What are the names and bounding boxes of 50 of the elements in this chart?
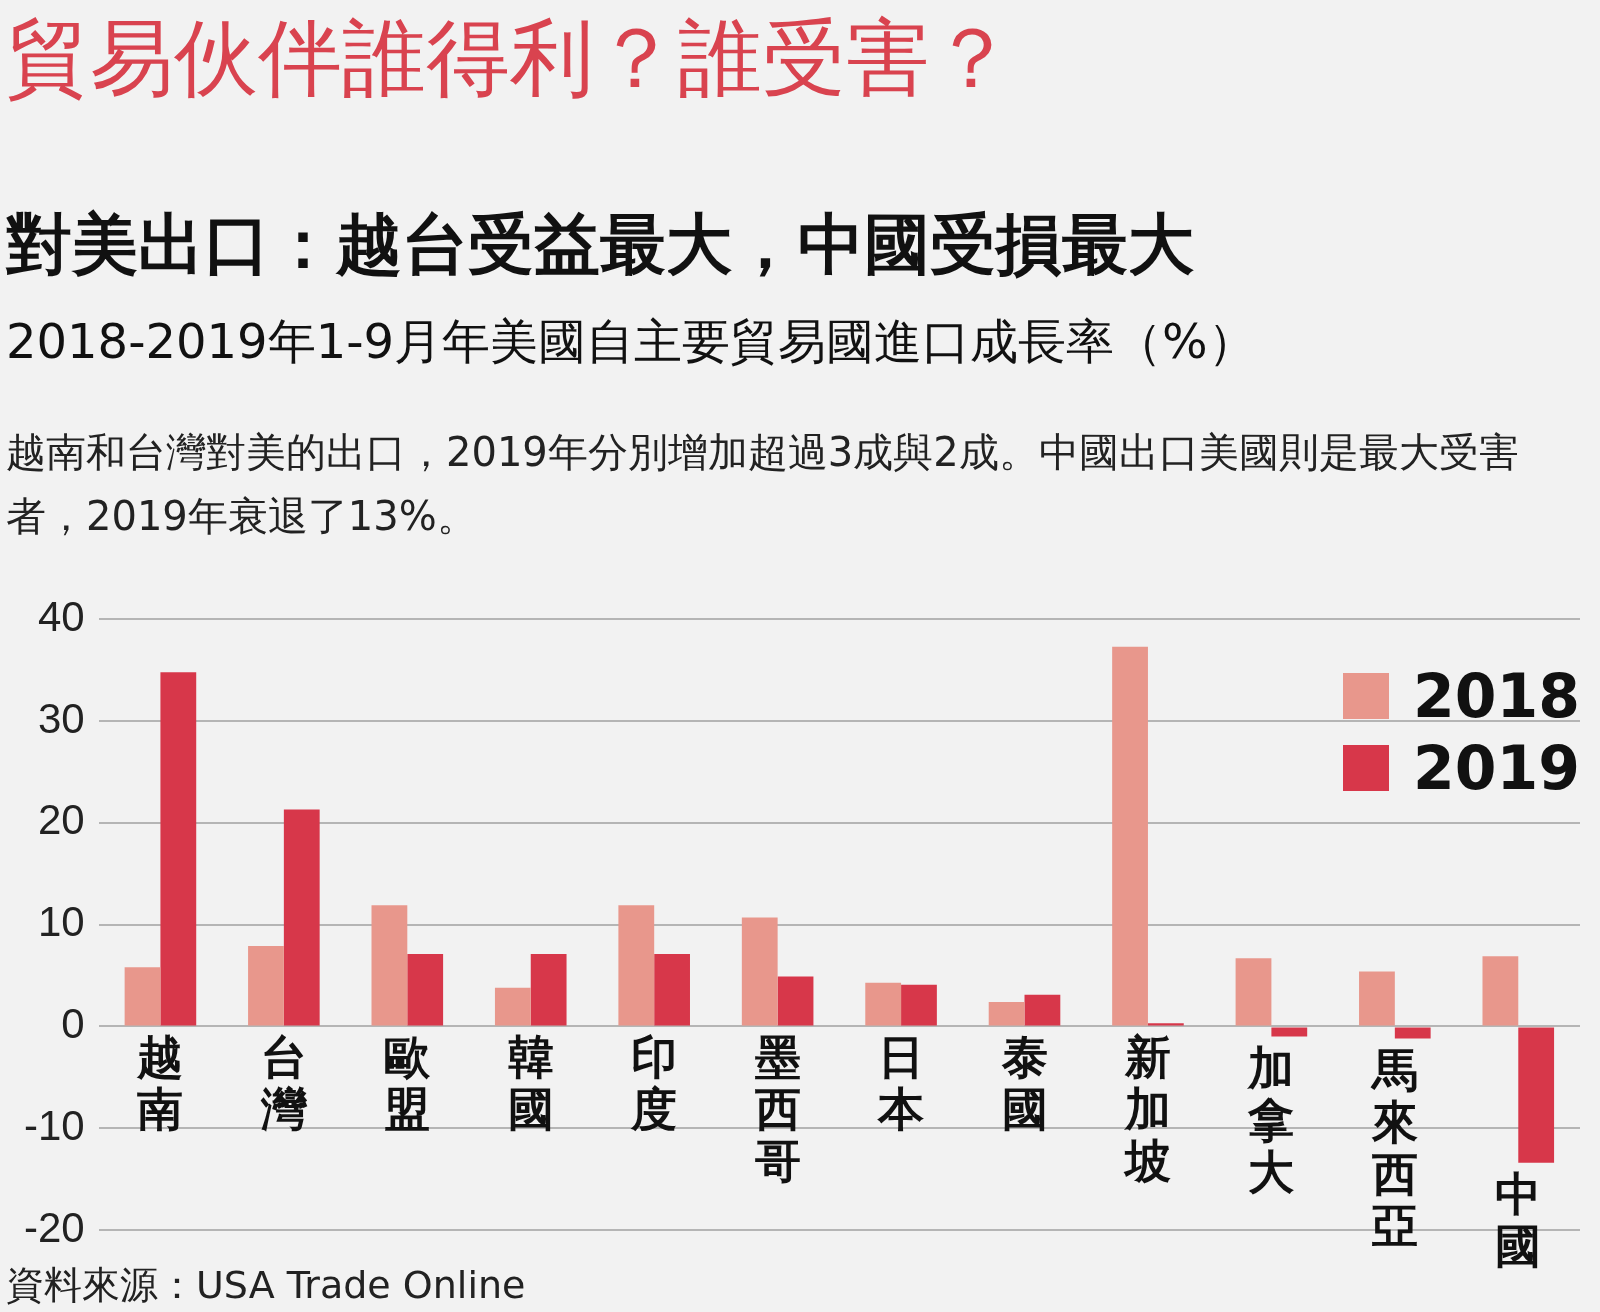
bar bbox=[901, 984, 937, 1026]
bar bbox=[124, 967, 161, 1026]
y-tick-label: -10 bbox=[24, 1101, 85, 1149]
bar bbox=[654, 954, 690, 1026]
bar bbox=[1482, 956, 1519, 1026]
bar bbox=[1394, 1027, 1431, 1039]
y-tick-label: 30 bbox=[37, 694, 85, 742]
x-tick-label: 加拿大 bbox=[1246, 1040, 1295, 1199]
bar bbox=[1518, 1027, 1555, 1163]
bar bbox=[1235, 958, 1272, 1026]
bar bbox=[371, 905, 408, 1026]
y-tick-label: 0 bbox=[61, 999, 85, 1047]
x-tick-label: 台灣 bbox=[259, 1030, 308, 1137]
bar bbox=[988, 1001, 1025, 1026]
x-tick-label: 墨西哥 bbox=[753, 1030, 801, 1189]
y-tick-label: 20 bbox=[37, 796, 85, 844]
legend-label: 2018 bbox=[1413, 661, 1580, 731]
chart-subtitle: 對美出口：越台受益最大，中國受損最大 bbox=[6, 205, 1194, 285]
text: 2018-2019年1-9月年美國自主要貿易國進口成長率（%） bbox=[6, 312, 1256, 371]
x-tick-label: 越南 bbox=[136, 1030, 184, 1137]
x-tick-label: 新加坡 bbox=[1122, 1030, 1171, 1189]
legend-label: 2019 bbox=[1413, 733, 1580, 803]
source-note: 資料來源：USA Trade Online bbox=[6, 1262, 526, 1309]
bar bbox=[1112, 646, 1148, 1026]
y-tick-label: 40 bbox=[37, 592, 85, 640]
x-tick-label: 印度 bbox=[630, 1030, 678, 1137]
bar bbox=[407, 954, 444, 1026]
bar bbox=[777, 976, 814, 1026]
bar bbox=[494, 987, 531, 1026]
x-tick-label: 馬來西亞 bbox=[1369, 1042, 1418, 1253]
x-tick-label: 中國 bbox=[1495, 1166, 1542, 1273]
bar bbox=[283, 809, 320, 1026]
x-tick-label: 日本 bbox=[877, 1030, 925, 1137]
y-tick-label: -20 bbox=[24, 1203, 85, 1251]
bar bbox=[741, 917, 778, 1026]
x-tick-label: 歐盟 bbox=[384, 1030, 432, 1137]
bar bbox=[530, 954, 567, 1026]
bar bbox=[248, 945, 284, 1026]
x-tick-label: 韓國 bbox=[507, 1030, 554, 1137]
chart-title: 貿易伙伴誰得利？誰受害？ bbox=[6, 8, 1014, 109]
bar bbox=[160, 672, 197, 1026]
bar bbox=[618, 905, 655, 1026]
text: 越南和台灣對美的出口，2019年分別增加超過3成與2成。中國出口美國則是最大受害者，2019年衰退了13%。 bbox=[6, 428, 1520, 541]
bar bbox=[1024, 994, 1061, 1026]
bar bbox=[1147, 1023, 1184, 1026]
x-tick-label: 泰國 bbox=[1000, 1030, 1048, 1137]
bar bbox=[865, 982, 902, 1026]
bar bbox=[1271, 1027, 1308, 1037]
y-tick-label: 10 bbox=[37, 898, 85, 946]
bar bbox=[1359, 971, 1395, 1026]
